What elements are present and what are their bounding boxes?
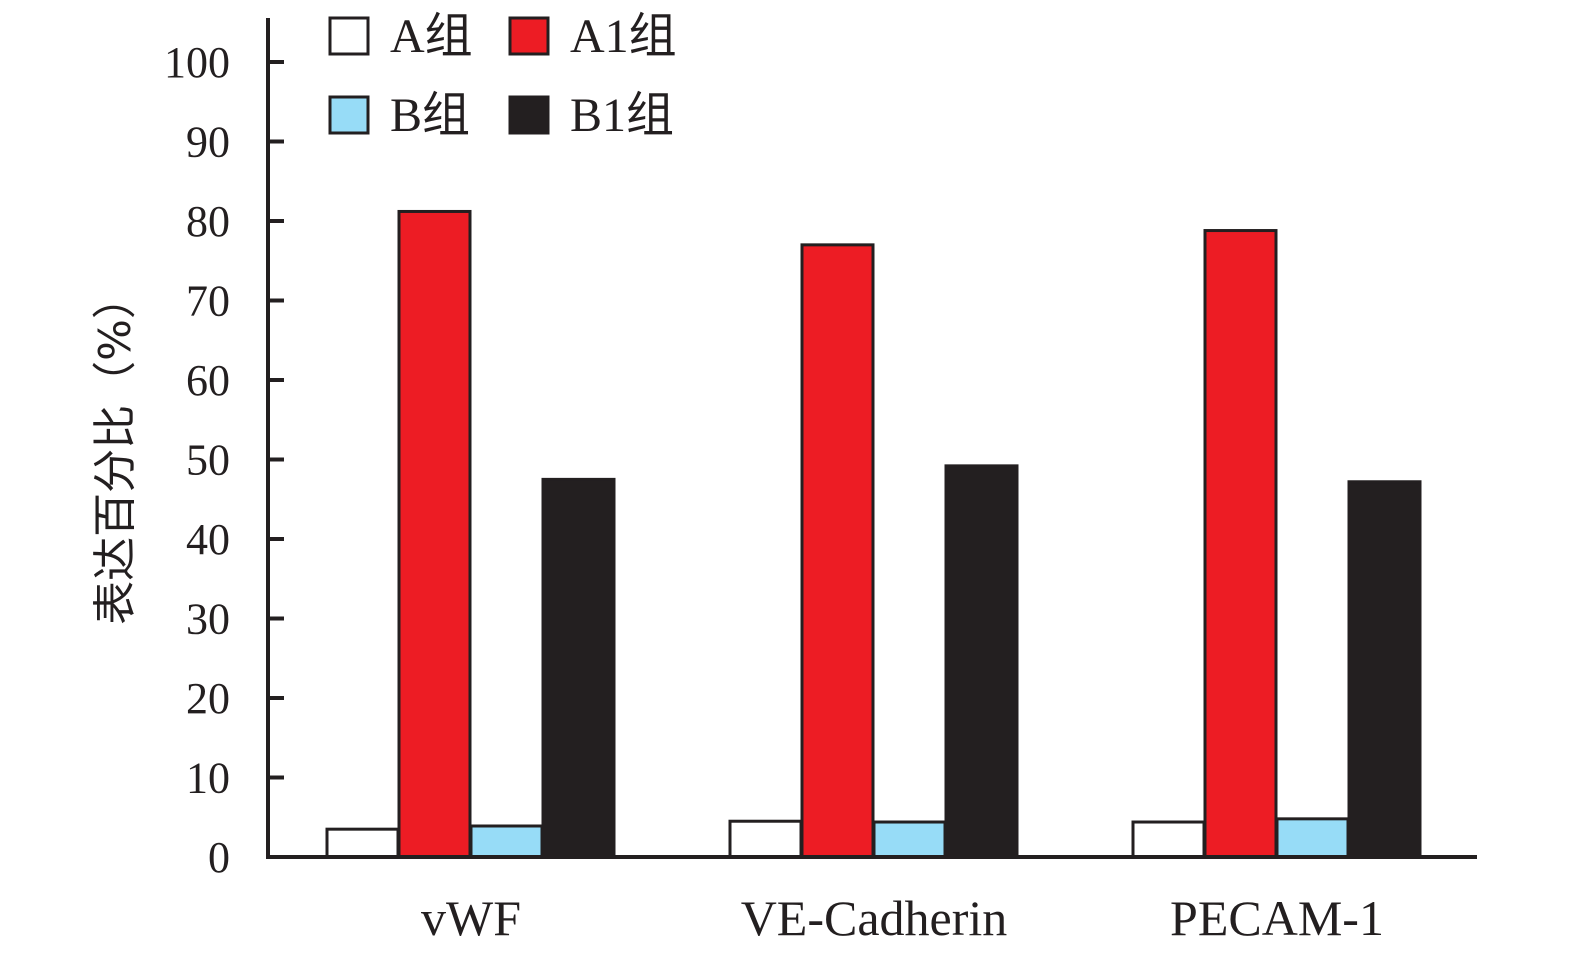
bar-pecam-1-series-1 bbox=[1131, 820, 1206, 859]
x-tick-label: PECAM-1 bbox=[1170, 890, 1384, 946]
y-tick-label: 80 bbox=[186, 197, 230, 246]
axes-layer: vWF VE-Cadherin PECAM-1 0 10 20 30 40 50 60 70 80 90… bbox=[164, 18, 1477, 946]
y-tick-label: 50 bbox=[186, 436, 230, 485]
bar-ve-cadherin-series-1 bbox=[728, 819, 803, 859]
bar-pecam-1-series-2 bbox=[1203, 229, 1278, 859]
legend-label-1: A组 bbox=[390, 10, 473, 63]
bar-vwf-series-1 bbox=[325, 827, 400, 859]
bar-ve-cadherin-series-4 bbox=[944, 464, 1019, 859]
legend-swatch-2 bbox=[508, 16, 550, 56]
y-axis-title: 表达百分比（%） bbox=[90, 275, 141, 625]
y-tick-label: 100 bbox=[164, 38, 230, 87]
legend-label-4: B1组 bbox=[570, 89, 674, 142]
y-tick-label: 30 bbox=[186, 595, 230, 644]
x-tick-label: VE-Cadherin bbox=[741, 890, 1008, 946]
bar-pecam-1-series-3 bbox=[1275, 817, 1350, 859]
legend-swatch-1 bbox=[328, 16, 370, 56]
bar-vwf-series-3 bbox=[469, 824, 544, 859]
legend-label-2: A1组 bbox=[570, 10, 677, 63]
y-tick-label: 0 bbox=[208, 833, 230, 882]
y-tick-label: 90 bbox=[186, 118, 230, 167]
y-tick-label: 10 bbox=[186, 754, 230, 803]
y-tick-label: 70 bbox=[186, 277, 230, 326]
y-tick-label: 40 bbox=[186, 515, 230, 564]
bar-ve-cadherin-series-3 bbox=[872, 820, 947, 859]
bar-ve-cadherin-series-2 bbox=[800, 243, 875, 859]
bar-vwf-series-2 bbox=[397, 209, 472, 859]
bar-pecam-1-series-4 bbox=[1347, 480, 1422, 859]
legend-swatch-3 bbox=[328, 95, 370, 135]
y-tick-label: 20 bbox=[186, 674, 230, 723]
x-tick-label: vWF bbox=[421, 890, 521, 946]
legend-swatch-4 bbox=[508, 95, 550, 135]
legend: A组 A1组 B组 B1组 bbox=[328, 10, 677, 142]
bars-layer bbox=[325, 209, 1422, 859]
bar-vwf-series-4 bbox=[541, 477, 616, 859]
y-tick-label: 60 bbox=[186, 356, 230, 405]
legend-label-3: B组 bbox=[390, 89, 470, 142]
